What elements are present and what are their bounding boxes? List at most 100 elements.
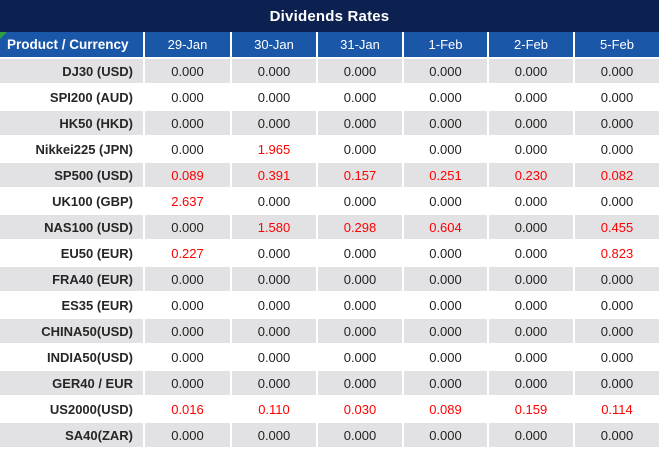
value-cell: 0.000 — [489, 423, 575, 449]
value-cell: 2.637 — [145, 189, 232, 215]
value-cell: 0.000 — [575, 85, 659, 111]
table-row: Nikkei225 (JPN) 0.000 1.965 0.000 0.000 0.000… — [0, 137, 659, 163]
value-cell: 0.110 — [232, 397, 318, 423]
product-cell: CHINA50(USD) — [0, 319, 145, 345]
value-cell: 0.000 — [575, 189, 659, 215]
value-cell: 0.000 — [404, 293, 489, 319]
value-cell: 0.000 — [575, 371, 659, 397]
date-column-header: 30-Jan — [232, 32, 318, 59]
table-row: NAS100 (USD) 0.000 1.580 0.298 0.604 0.000 0.4… — [0, 215, 659, 241]
value-cell: 0.089 — [145, 163, 232, 189]
value-cell: 0.000 — [404, 189, 489, 215]
value-cell: 0.000 — [232, 423, 318, 449]
value-cell: 0.000 — [145, 85, 232, 111]
value-cell: 0.000 — [404, 423, 489, 449]
value-cell: 0.000 — [318, 423, 404, 449]
value-cell: 0.000 — [404, 111, 489, 137]
value-cell: 0.000 — [318, 241, 404, 267]
table-row: ES35 (EUR) 0.000 0.000 0.000 0.000 0.000 0.000 — [0, 293, 659, 319]
product-cell: GER40 / EUR — [0, 371, 145, 397]
value-cell: 0.000 — [404, 59, 489, 85]
value-cell: 0.000 — [232, 189, 318, 215]
value-cell: 0.000 — [145, 267, 232, 293]
value-cell: 0.000 — [489, 215, 575, 241]
table-row: HK50 (HKD) 0.000 0.000 0.000 0.000 0.000 0.000 — [0, 111, 659, 137]
value-cell: 0.000 — [318, 111, 404, 137]
product-cell: SP500 (USD) — [0, 163, 145, 189]
value-cell: 0.391 — [232, 163, 318, 189]
date-column-header: 29-Jan — [145, 32, 232, 59]
value-cell: 0.000 — [145, 293, 232, 319]
product-currency-header: Product / Currency — [0, 32, 145, 59]
value-cell: 0.000 — [489, 293, 575, 319]
value-cell: 0.000 — [318, 85, 404, 111]
value-cell: 0.082 — [575, 163, 659, 189]
product-cell: INDIA50(USD) — [0, 345, 145, 371]
value-cell: 0.000 — [404, 137, 489, 163]
value-cell: 0.000 — [575, 293, 659, 319]
value-cell: 0.000 — [145, 111, 232, 137]
dividends-rates-table: Product / Currency 29-Jan 30-Jan 31-Jan 1-F… — [0, 32, 659, 449]
value-cell: 0.000 — [232, 345, 318, 371]
value-cell: 0.251 — [404, 163, 489, 189]
value-cell: 0.000 — [232, 59, 318, 85]
value-cell: 0.000 — [404, 267, 489, 293]
value-cell: 0.604 — [404, 215, 489, 241]
value-cell: 0.089 — [404, 397, 489, 423]
table-row: GER40 / EUR 0.000 0.000 0.000 0.000 0.000 0.00… — [0, 371, 659, 397]
value-cell: 0.230 — [489, 163, 575, 189]
value-cell: 0.000 — [489, 59, 575, 85]
value-cell: 0.000 — [404, 85, 489, 111]
value-cell: 0.000 — [318, 293, 404, 319]
product-cell: ES35 (EUR) — [0, 293, 145, 319]
table-row: SPI200 (AUD) 0.000 0.000 0.000 0.000 0.000 0.0… — [0, 85, 659, 111]
date-column-header: 5-Feb — [575, 32, 659, 59]
value-cell: 0.000 — [489, 241, 575, 267]
product-cell: EU50 (EUR) — [0, 241, 145, 267]
value-cell: 0.000 — [145, 319, 232, 345]
value-cell: 0.000 — [318, 189, 404, 215]
product-cell: US2000(USD) — [0, 397, 145, 423]
value-cell: 0.000 — [145, 59, 232, 85]
value-cell: 0.000 — [232, 267, 318, 293]
value-cell: 0.000 — [575, 137, 659, 163]
product-cell: FRA40 (EUR) — [0, 267, 145, 293]
table-row: FRA40 (EUR) 0.000 0.000 0.000 0.000 0.000 0.00… — [0, 267, 659, 293]
value-cell: 0.000 — [489, 345, 575, 371]
product-cell: NAS100 (USD) — [0, 215, 145, 241]
table-row: CHINA50(USD) 0.000 0.000 0.000 0.000 0.000 0.0… — [0, 319, 659, 345]
value-cell: 0.000 — [575, 267, 659, 293]
table-row: INDIA50(USD) 0.000 0.000 0.000 0.000 0.000 0.0… — [0, 345, 659, 371]
table-row: SP500 (USD) 0.089 0.391 0.157 0.251 0.230 0.08… — [0, 163, 659, 189]
product-cell: SPI200 (AUD) — [0, 85, 145, 111]
comment-corner-marker-icon — [0, 32, 7, 39]
value-cell: 0.000 — [575, 319, 659, 345]
value-cell: 0.000 — [318, 319, 404, 345]
product-cell: Nikkei225 (JPN) — [0, 137, 145, 163]
value-cell: 0.000 — [232, 371, 318, 397]
value-cell: 0.159 — [489, 397, 575, 423]
table-row: EU50 (EUR) 0.227 0.000 0.000 0.000 0.000 0.823 — [0, 241, 659, 267]
value-cell: 0.000 — [575, 345, 659, 371]
title-bar: Dividends Rates — [0, 0, 659, 32]
date-column-header: 1-Feb — [404, 32, 489, 59]
value-cell: 0.030 — [318, 397, 404, 423]
value-cell: 0.455 — [575, 215, 659, 241]
value-cell: 0.000 — [489, 137, 575, 163]
value-cell: 0.000 — [575, 423, 659, 449]
product-cell: SA40(ZAR) — [0, 423, 145, 449]
date-column-header: 31-Jan — [318, 32, 404, 59]
value-cell: 0.016 — [145, 397, 232, 423]
value-cell: 0.000 — [404, 241, 489, 267]
value-cell: 1.965 — [232, 137, 318, 163]
value-cell: 0.000 — [318, 59, 404, 85]
value-cell: 0.157 — [318, 163, 404, 189]
value-cell: 0.000 — [318, 371, 404, 397]
value-cell: 0.000 — [145, 137, 232, 163]
date-column-header: 2-Feb — [489, 32, 575, 59]
value-cell: 0.823 — [575, 241, 659, 267]
value-cell: 0.000 — [318, 267, 404, 293]
value-cell: 0.000 — [575, 111, 659, 137]
value-cell: 0.000 — [489, 111, 575, 137]
value-cell: 0.000 — [232, 85, 318, 111]
